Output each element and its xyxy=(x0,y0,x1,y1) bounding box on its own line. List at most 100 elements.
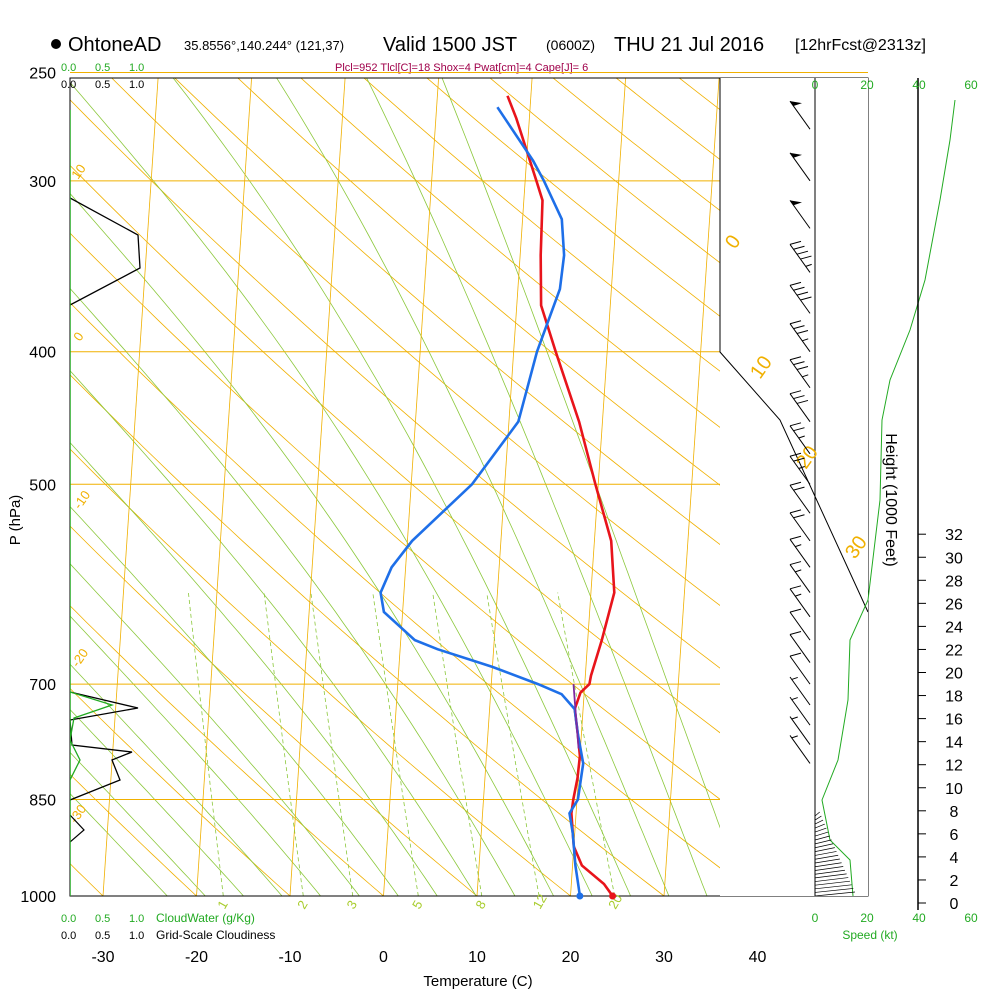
station-name: OhtoneAD xyxy=(68,34,161,56)
barb-feather xyxy=(789,240,802,245)
barb-feather xyxy=(793,245,805,250)
wind-barb xyxy=(789,452,811,485)
speed-hatch xyxy=(814,851,837,856)
mixing-ratio-label: 12 xyxy=(530,891,550,911)
speed-hatch xyxy=(814,847,835,852)
moist-adiabat xyxy=(70,751,206,896)
wind-barb xyxy=(789,481,811,514)
barb-feather xyxy=(789,422,802,427)
dry-adiabat xyxy=(300,78,868,538)
barb-staff xyxy=(789,696,811,726)
dry-adiabat xyxy=(174,78,868,655)
cloudiness-label: Grid-Scale Cloudiness xyxy=(156,928,275,942)
speed-hatch xyxy=(814,843,834,849)
dry-adiabat xyxy=(426,78,868,428)
forecast-info: [12hrFcst@2313z] xyxy=(795,37,926,54)
speed-hatch xyxy=(814,815,822,821)
barb-feather xyxy=(789,390,802,395)
barb-feather xyxy=(789,509,802,514)
cl-tick-bottom: 1.0 xyxy=(129,930,144,942)
wind-barb xyxy=(789,631,811,663)
speed-tick: 20 xyxy=(860,78,874,92)
wind-barb xyxy=(789,696,811,726)
pressure-tick-label: 400 xyxy=(29,345,56,362)
height-tick-label: 4 xyxy=(950,850,959,867)
cl-tick-top: 0.5 xyxy=(95,79,110,91)
wind-barb xyxy=(789,152,811,182)
mixing-ratio-labels: 1 2 3 5 8 12 20 xyxy=(214,891,625,911)
cl-tick-top: 1.0 xyxy=(129,79,144,91)
surface-dew-dot xyxy=(576,892,584,900)
wind-speed-fill xyxy=(814,811,856,897)
speed-axis-label: Speed (kt) xyxy=(842,928,897,942)
height-tick-label: 12 xyxy=(945,758,963,775)
height-tick-label: 30 xyxy=(945,550,963,567)
dewpoint-profile xyxy=(379,106,585,897)
barb-feather xyxy=(789,281,802,286)
barb-staff xyxy=(789,393,811,422)
pressure-tick-label: 1000 xyxy=(20,889,56,906)
height-tick-label: 6 xyxy=(950,827,959,844)
temperature-tick-label: 0 xyxy=(379,949,388,966)
barb-staff xyxy=(789,484,811,514)
barb-feather xyxy=(800,296,812,301)
barb-half-feather xyxy=(798,466,805,469)
speed-hatch xyxy=(814,823,825,829)
parcel-path xyxy=(572,684,580,749)
stability-indices: Plcl=952 Tlcl[C]=18 Shox=4 Pwat[cm]=4 Ca… xyxy=(335,62,588,74)
barb-staff xyxy=(789,512,811,542)
cloud-profiles xyxy=(70,110,141,896)
barb-staff xyxy=(789,100,811,130)
speed-hatch xyxy=(814,819,824,825)
barb-feather xyxy=(793,286,805,291)
barb-feather xyxy=(789,608,802,613)
mixing-ratio-label: 3 xyxy=(344,898,361,912)
speed-hatch xyxy=(814,888,854,893)
barb-feather xyxy=(789,356,802,361)
temperature-axis: -30 -20 -10 0 10 20 30 40 xyxy=(91,949,766,966)
moist-adiabat xyxy=(70,663,283,896)
dry-adiabat xyxy=(70,605,385,896)
pressure-axis: 250 300 400 500 700 850 1000 xyxy=(20,66,56,906)
cw-tick-bottom: 0.5 xyxy=(95,913,110,925)
barb-feather xyxy=(789,585,802,590)
wind-barb xyxy=(789,509,811,542)
speed-tick: 40 xyxy=(912,911,926,925)
barb-staff xyxy=(789,655,811,685)
speed-tick: 60 xyxy=(964,911,978,925)
barb-staff xyxy=(789,564,811,593)
moist-adiabats xyxy=(70,78,746,896)
speed-hatch xyxy=(814,827,827,833)
speed-hatch xyxy=(814,873,847,879)
barb-staff xyxy=(789,588,811,618)
barb-staff xyxy=(789,200,811,229)
speed-hatch xyxy=(814,831,829,837)
speed-hatch xyxy=(814,811,820,817)
mixing-ratio-line xyxy=(557,592,616,896)
dry-adiabat xyxy=(237,78,868,596)
speed-hatch xyxy=(814,891,856,897)
moist-adiabat xyxy=(276,78,670,896)
barb-feather xyxy=(793,395,805,400)
upper-cloud-profile xyxy=(70,197,141,306)
height-tick-label: 28 xyxy=(945,573,963,590)
height-tick-label: 26 xyxy=(945,596,963,613)
dry-adiabat xyxy=(70,687,291,896)
barb-feather xyxy=(789,452,802,457)
dry-adiabat xyxy=(70,99,868,778)
barb-half-feather xyxy=(795,593,802,597)
wind-barb xyxy=(789,608,811,641)
isotherm-label: 10 xyxy=(68,161,89,181)
barb-feather xyxy=(789,481,802,486)
barb-flag xyxy=(790,101,802,107)
moist-adiabat xyxy=(70,563,360,896)
barb-feather xyxy=(789,631,802,636)
barb-staff xyxy=(789,244,811,273)
moist-adiabat xyxy=(70,792,168,896)
speed-axis-bottom: 0 20 40 60 Speed (kt) xyxy=(812,911,978,942)
wind-barb xyxy=(789,281,812,314)
mixing-ratio-line xyxy=(372,592,419,896)
moist-adiabat xyxy=(70,287,516,896)
barb-feather xyxy=(800,255,812,260)
